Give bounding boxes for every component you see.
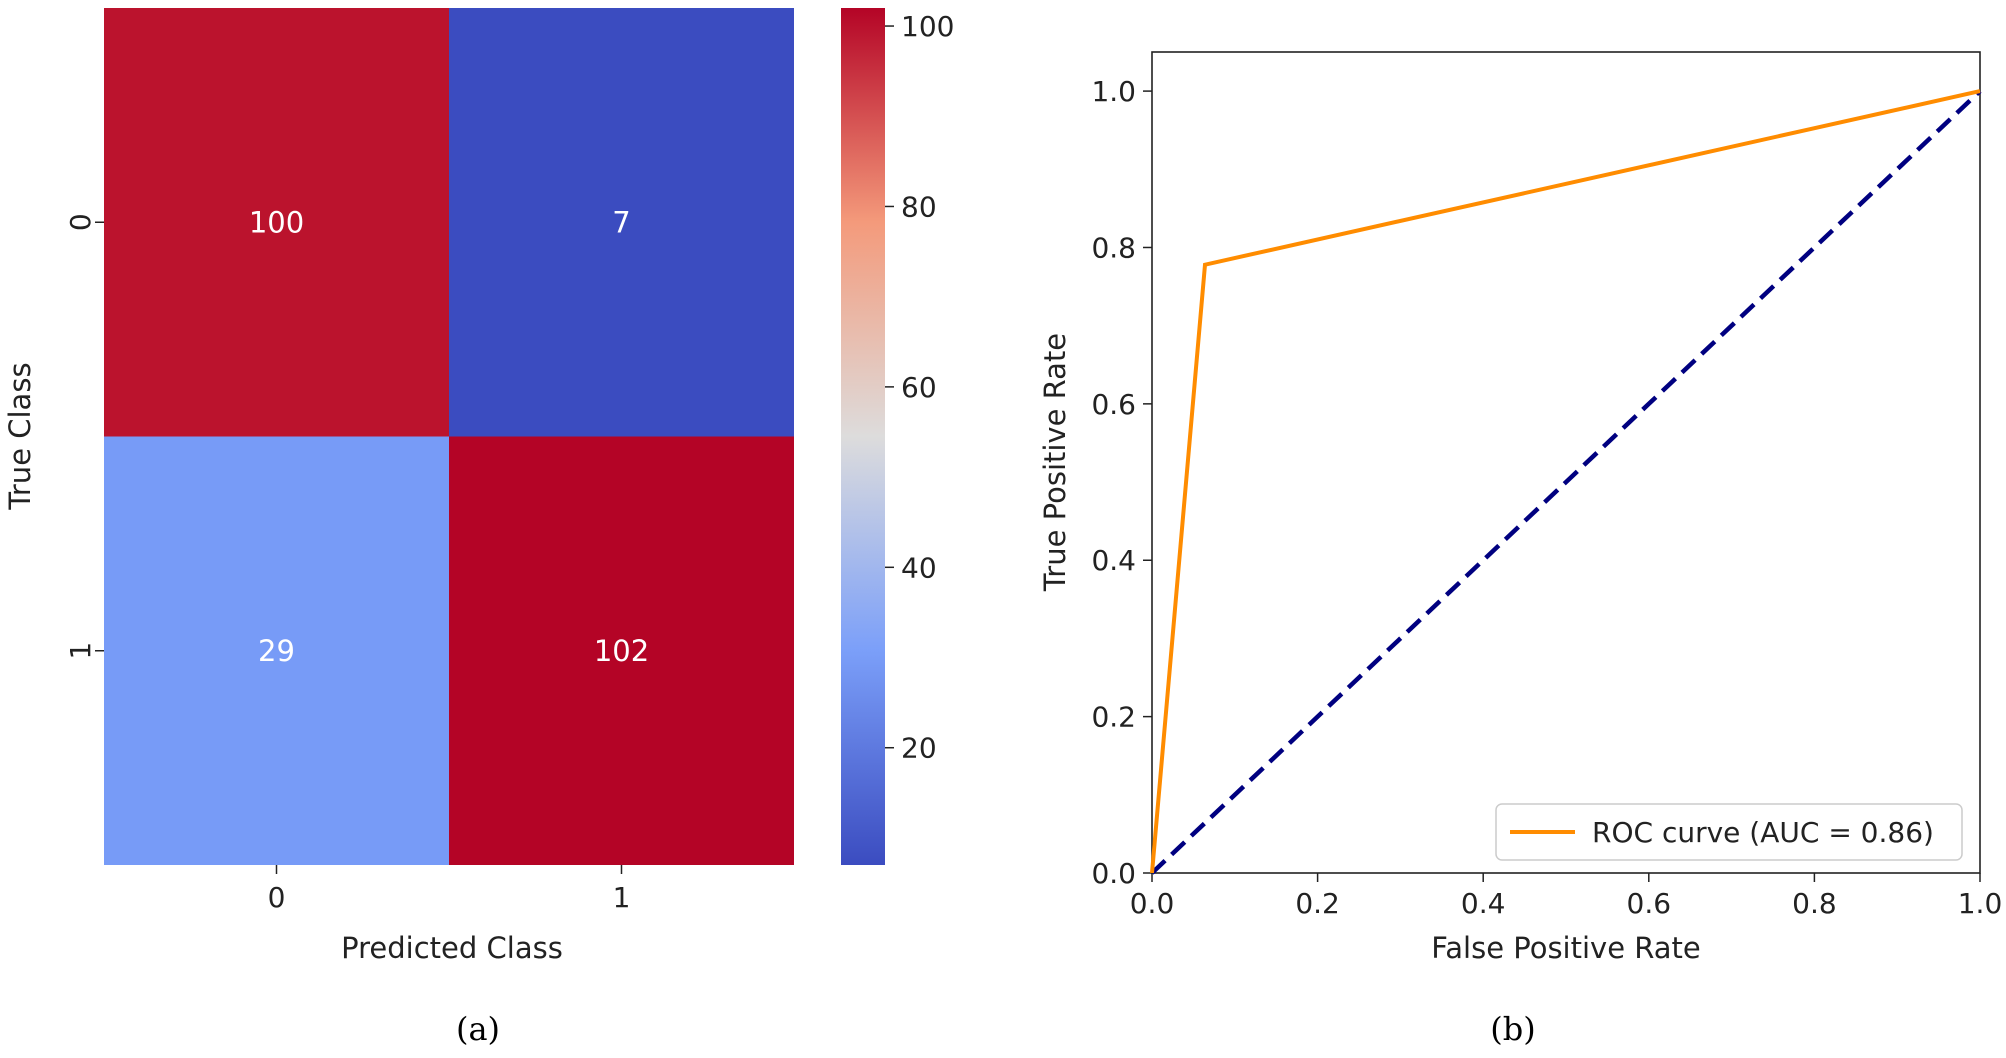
colorbar-tick-label: 80 — [901, 190, 937, 223]
legend-box — [1495, 803, 1963, 861]
colorbar-tick-label: 60 — [901, 371, 937, 404]
colorbar: 20 40 60 80 100 — [841, 8, 954, 865]
chance-diagonal-line — [1150, 89, 1982, 875]
heatmap-cell — [449, 8, 794, 437]
roc-curve-line — [1150, 89, 1981, 874]
roc-xtick-label: 0.8 — [1792, 887, 1837, 920]
roc-ytick-label: 0.0 — [1091, 857, 1136, 890]
colorbar-tick-label: 100 — [901, 10, 954, 43]
roc-curve-plot: 0.0 0.2 0.4 0.6 0.8 1.0 0.0 0.2 0.4 0.6 0.8 1.0 RO… — [1038, 51, 2003, 965]
roc-legend: ROC curve (AUC = 0.86) — [1495, 803, 1963, 861]
heatmap-xtick-label: 1 — [613, 881, 631, 914]
heatmap-cell — [449, 436, 794, 865]
roc-ytick-label: 1.0 — [1091, 75, 1136, 108]
roc-ylabel: True Positive Rate — [1038, 333, 1072, 592]
roc-xtick-label: 0.2 — [1295, 887, 1340, 920]
roc-xtick-label: 0.0 — [1130, 887, 1175, 920]
heatmap-cell-value: 102 — [594, 634, 649, 668]
heatmap-cell-value: 29 — [258, 634, 295, 668]
heatmap-xtick-label: 0 — [268, 881, 286, 914]
roc-ytick-label: 0.4 — [1091, 544, 1136, 577]
heatmap-cell-value: 100 — [249, 205, 304, 239]
roc-ytick-label: 0.6 — [1091, 388, 1136, 421]
roc-xtick-label: 0.4 — [1461, 887, 1506, 920]
roc-plot-frame — [1151, 51, 1981, 874]
confusion-matrix-heatmap: 100 7 29 102 0 1 0 1 Predicted Class True Cla… — [3, 8, 794, 965]
heatmap-ylabel: True Class — [3, 362, 37, 510]
heatmap-cell — [104, 436, 449, 865]
legend-label: ROC curve (AUC = 0.86) — [1592, 816, 1934, 849]
roc-ytick-label: 0.2 — [1091, 701, 1136, 734]
heatmap-ytick-label: 0 — [64, 213, 97, 231]
roc-ytick-label: 0.8 — [1091, 231, 1136, 264]
caption-b: (b) — [1490, 1010, 1535, 1048]
roc-xtick-label: 0.6 — [1627, 887, 1672, 920]
caption-a: (a) — [456, 1010, 500, 1048]
colorbar-tick-label: 20 — [901, 732, 937, 765]
heatmap-xlabel: Predicted Class — [341, 931, 563, 965]
roc-xtick-label: 1.0 — [1958, 887, 2003, 920]
colorbar-tick-label: 40 — [901, 551, 937, 584]
heatmap-cell — [104, 8, 449, 437]
heatmap-ytick-label: 1 — [64, 642, 97, 660]
heatmap-cell-value: 7 — [612, 205, 630, 239]
colorbar-gradient — [841, 8, 885, 865]
roc-xlabel: False Positive Rate — [1431, 931, 1701, 965]
